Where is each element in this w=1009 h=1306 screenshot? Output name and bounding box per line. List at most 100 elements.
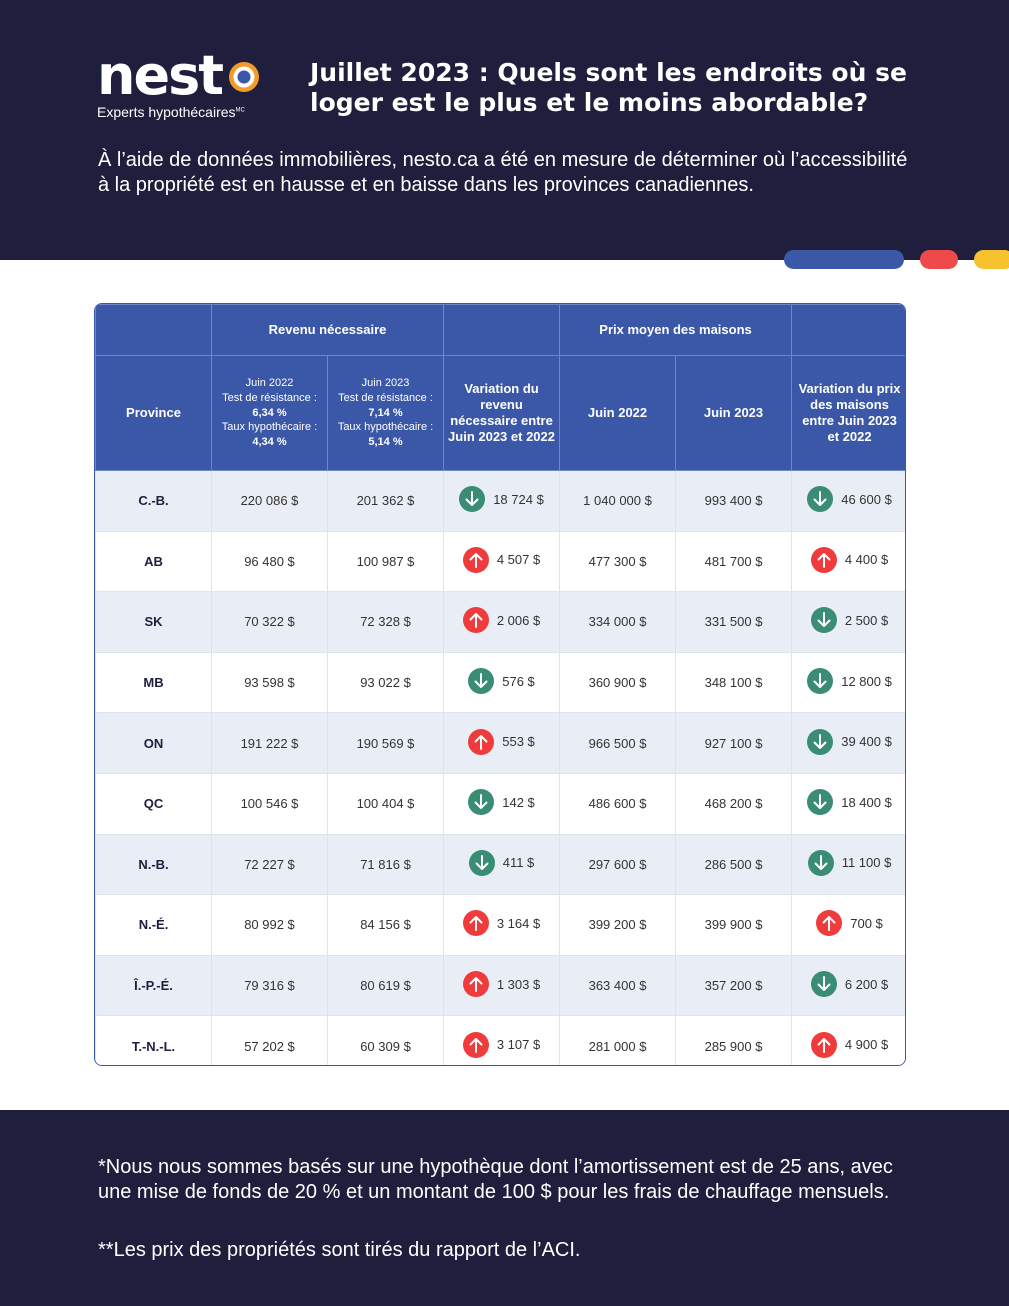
affordability-table: Revenu nécessaire Prix moyen des maisons… bbox=[94, 303, 906, 1066]
province-cell: SK bbox=[95, 591, 212, 653]
income-2023-cell: 71 816 $ bbox=[326, 833, 445, 896]
variation-value: 2 500 $ bbox=[844, 612, 889, 628]
footnote-mortgage: *Nous nous sommes basés sur une hypothèq… bbox=[98, 1156, 893, 1203]
page-title: Juillet 2023 : Quels sont les endroits o… bbox=[310, 58, 907, 117]
arrow-up-icon bbox=[462, 910, 489, 937]
intro-text: À l’aide de données immobilières, nesto.… bbox=[98, 149, 908, 196]
price-variation-cell: 11 100 $ bbox=[791, 833, 905, 896]
arrow-down-icon bbox=[807, 486, 834, 513]
province-cell: MB bbox=[95, 651, 212, 714]
price-2022-cell: 334 000 $ bbox=[559, 591, 677, 653]
income-variation-cell: 411 $ bbox=[443, 833, 561, 896]
income-variation-cell: 1 303 $ bbox=[443, 954, 561, 1017]
arrow-down-icon bbox=[459, 486, 486, 513]
arrow-up-icon bbox=[462, 1031, 489, 1058]
col-header-price-2022: Juin 2022 bbox=[559, 355, 677, 471]
price-variation-cell: 39 400 $ bbox=[791, 712, 905, 774]
variation-value: 3 164 $ bbox=[496, 915, 541, 931]
income-2023-cell: 190 569 $ bbox=[326, 712, 445, 774]
arrow-up-icon bbox=[816, 910, 843, 937]
province-cell: QC bbox=[95, 772, 212, 835]
col-header-income-variation: Variation du revenu nécessaire entre Jui… bbox=[443, 355, 561, 471]
province-cell: T.-N.-L. bbox=[95, 1015, 212, 1065]
variation-value: 4 900 $ bbox=[844, 1037, 889, 1053]
price-2023-cell: 399 900 $ bbox=[675, 894, 793, 956]
income-variation-cell: 4 507 $ bbox=[443, 530, 561, 593]
price-2022-cell: 360 900 $ bbox=[559, 651, 677, 714]
table-row: AB 96 480 $100 987 $ 4 507 $ 477 300 $481 7… bbox=[95, 530, 905, 593]
income-2023-cell: 60 309 $ bbox=[326, 1015, 445, 1065]
col-header-price-2023: Juin 2023 bbox=[675, 355, 793, 471]
price-2023-cell: 285 900 $ bbox=[675, 1015, 793, 1065]
variation-value: 700 $ bbox=[850, 915, 883, 931]
price-2022-cell: 1 040 000 $ bbox=[559, 470, 677, 532]
price-2022-cell: 297 600 $ bbox=[559, 833, 677, 896]
header-empty bbox=[443, 304, 561, 356]
table-row: C.-B. 220 086 $201 362 $ 18 724 $ 1 040 000… bbox=[95, 470, 905, 532]
income-2022-cell: 93 598 $ bbox=[211, 651, 328, 714]
variation-value: 12 800 $ bbox=[841, 673, 892, 689]
variation-value: 553 $ bbox=[502, 734, 535, 750]
income-2022-cell: 57 202 $ bbox=[211, 1015, 328, 1065]
variation-value: 2 006 $ bbox=[496, 612, 541, 628]
price-2022-cell: 966 500 $ bbox=[559, 712, 677, 774]
income-2022-cell: 70 322 $ bbox=[211, 591, 328, 653]
price-variation-cell: 18 400 $ bbox=[791, 772, 905, 835]
arrow-down-icon bbox=[807, 728, 834, 755]
arrow-down-icon bbox=[468, 849, 495, 876]
price-2022-cell: 363 400 $ bbox=[559, 954, 677, 1017]
logo-target-icon bbox=[229, 62, 259, 92]
price-2023-cell: 331 500 $ bbox=[675, 591, 793, 653]
variation-value: 18 724 $ bbox=[493, 491, 544, 507]
table-row: N.-É. 80 992 $84 156 $ 3 164 $ 399 200 $399… bbox=[95, 894, 905, 956]
income-2023-cell: 84 156 $ bbox=[326, 894, 445, 956]
price-2023-cell: 348 100 $ bbox=[675, 651, 793, 714]
group-header-income: Revenu nécessaire bbox=[210, 304, 445, 356]
table-row: N.-B. 72 227 $71 816 $ 411 $ 297 600 $286 5… bbox=[95, 833, 905, 896]
arrow-up-icon bbox=[462, 546, 489, 573]
variation-value: 4 400 $ bbox=[844, 552, 889, 568]
variation-value: 3 107 $ bbox=[496, 1037, 541, 1053]
price-2022-cell: 486 600 $ bbox=[559, 772, 677, 835]
price-variation-cell: 700 $ bbox=[791, 894, 905, 956]
income-variation-cell: 3 164 $ bbox=[443, 894, 561, 956]
table-row: MB 93 598 $93 022 $ 576 $ 360 900 $348 100 … bbox=[95, 651, 905, 714]
income-variation-cell: 576 $ bbox=[443, 651, 561, 714]
province-cell: N.-É. bbox=[95, 894, 212, 956]
province-cell: Î.-P.-É. bbox=[95, 954, 212, 1017]
logo-tagline: Experts hypothécairesMC bbox=[97, 104, 245, 120]
price-variation-cell: 4 900 $ bbox=[791, 1015, 905, 1065]
decor-pill-red bbox=[920, 250, 958, 269]
nesto-logo: nest Experts hypothécairesMC bbox=[97, 46, 297, 126]
province-cell: AB bbox=[95, 530, 212, 593]
arrow-down-icon bbox=[468, 789, 495, 816]
price-variation-cell: 2 500 $ bbox=[791, 591, 905, 653]
table-row: Î.-P.-É. 79 316 $80 619 $ 1 303 $ 363 400 $… bbox=[95, 954, 905, 1017]
header-empty bbox=[791, 304, 905, 356]
variation-value: 411 $ bbox=[502, 855, 535, 871]
variation-value: 39 400 $ bbox=[841, 734, 892, 750]
income-2023-cell: 100 404 $ bbox=[326, 772, 445, 835]
header-band bbox=[0, 0, 1009, 260]
price-variation-cell: 46 600 $ bbox=[791, 470, 905, 532]
price-2022-cell: 477 300 $ bbox=[559, 530, 677, 593]
group-header-price: Prix moyen des maisons bbox=[559, 304, 793, 356]
arrow-down-icon bbox=[807, 789, 834, 816]
variation-value: 18 400 $ bbox=[841, 794, 892, 810]
price-variation-cell: 12 800 $ bbox=[791, 651, 905, 714]
table-row: QC 100 546 $100 404 $ 142 $ 486 600 $468 20… bbox=[95, 772, 905, 835]
col-header-income-2022: Juin 2022 Test de résistance : 6,34 % Ta… bbox=[211, 355, 328, 471]
table-row: T.-N.-L. 57 202 $60 309 $ 3 107 $ 281 000 $… bbox=[95, 1015, 905, 1065]
income-2022-cell: 191 222 $ bbox=[211, 712, 328, 774]
price-2023-cell: 357 200 $ bbox=[675, 954, 793, 1017]
price-2023-cell: 286 500 $ bbox=[675, 833, 793, 896]
variation-value: 11 100 $ bbox=[841, 855, 892, 871]
province-cell: N.-B. bbox=[95, 833, 212, 896]
income-2023-cell: 72 328 $ bbox=[326, 591, 445, 653]
income-2022-cell: 96 480 $ bbox=[211, 530, 328, 593]
income-variation-cell: 2 006 $ bbox=[443, 591, 561, 653]
income-variation-cell: 553 $ bbox=[443, 712, 561, 774]
income-variation-cell: 3 107 $ bbox=[443, 1015, 561, 1065]
variation-value: 142 $ bbox=[502, 794, 535, 810]
variation-value: 4 507 $ bbox=[496, 552, 541, 568]
